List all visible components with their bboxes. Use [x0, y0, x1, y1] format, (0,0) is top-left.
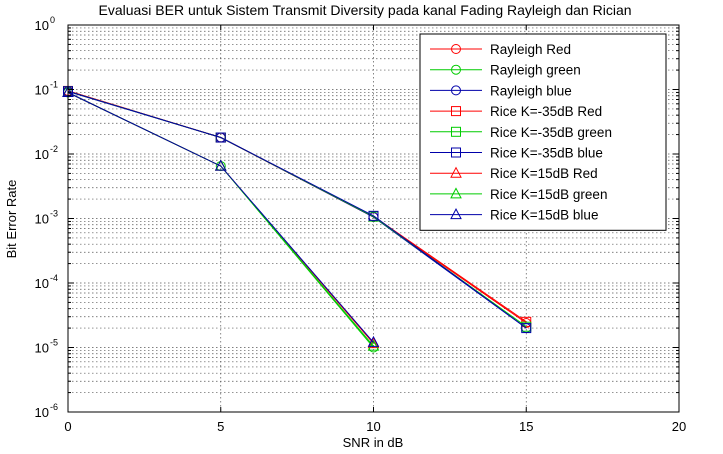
legend-label: Rayleigh blue	[490, 83, 572, 98]
legend-label: Rice K=15dB Red	[490, 166, 598, 181]
y-tick-label: 10 -2	[35, 144, 58, 162]
x-axis-label: SNR in dB	[343, 435, 404, 450]
legend-marker	[450, 166, 462, 178]
series-line	[67, 92, 374, 343]
y-tick-exponent: -2	[50, 144, 58, 154]
legend-marker	[451, 147, 461, 158]
legend-item: Rice K=15dB blue	[430, 208, 598, 223]
legend-item: Rice K=-35dB green	[430, 125, 612, 140]
y-tick-label: 10 -4	[35, 273, 58, 291]
y-tick-label: 10 0	[35, 15, 55, 33]
legend-label: Rice K=-35dB blue	[490, 146, 603, 161]
y-tick-base: 10	[35, 276, 49, 291]
y-tick-base: 10	[35, 147, 49, 162]
legend-item: Rice K=-35dB blue	[430, 146, 603, 161]
x-tick-label: 5	[217, 419, 224, 434]
data-point	[368, 210, 379, 221]
axes	[67, 24, 680, 413]
data-point	[214, 159, 227, 171]
legend-marker	[451, 44, 461, 54]
legend-label: Rayleigh green	[490, 63, 581, 78]
y-tick-exponent: 0	[50, 15, 55, 25]
legend-item: Rayleigh Red	[430, 42, 571, 57]
legend-marker	[450, 187, 462, 199]
y-tick-base: 10	[35, 212, 49, 227]
chart-title: Evaluasi BER untuk Sistem Transmit Diver…	[98, 2, 631, 18]
y-tick-exponent: -1	[50, 80, 58, 90]
y-tick-exponent: -3	[50, 209, 58, 219]
y-tick-base: 10	[35, 18, 49, 33]
legend-label: Rice K=-35dB Red	[490, 104, 602, 119]
legend-marker	[450, 208, 462, 220]
x-tick-label: 0	[64, 419, 71, 434]
legend-item: Rice K=15dB Red	[430, 166, 598, 181]
data-point	[367, 335, 380, 347]
legend-label: Rice K=15dB blue	[490, 208, 598, 223]
data-point	[215, 132, 226, 143]
x-tick-label: 15	[519, 419, 533, 434]
legend: Rayleigh Red Rayleigh green Rayleigh blue R…	[419, 33, 667, 231]
y-tick-label: 10 -3	[35, 209, 58, 227]
y-tick-label: 10 -5	[35, 338, 58, 356]
y-tick-base: 10	[35, 83, 49, 98]
legend-marker	[451, 64, 461, 75]
legend-item: Rayleigh green	[430, 63, 581, 78]
legend-marker	[451, 85, 461, 96]
legend-marker	[451, 106, 461, 117]
y-tick-base: 10	[35, 341, 49, 356]
y-tick-base: 10	[35, 405, 49, 420]
x-tick-label: 10	[366, 419, 380, 434]
y-tick-exponent: -4	[50, 273, 58, 283]
data-point	[521, 323, 532, 334]
legend-item: Rice K=-35dB Red	[430, 104, 602, 119]
y-tick-label: 10 -6	[35, 402, 58, 420]
y-axis-label: Bit Error Rate	[4, 180, 19, 259]
legend-item: Rice K=15dB green	[430, 187, 607, 202]
y-tick-exponent: -6	[50, 402, 58, 412]
legend-label: Rayleigh Red	[490, 42, 571, 57]
x-tick-label: 20	[672, 419, 686, 434]
series-group	[62, 85, 532, 353]
legend-marker	[451, 126, 461, 137]
y-tick-exponent: -5	[50, 338, 58, 348]
series-line	[67, 90, 527, 329]
legend-label: Rice K=15dB green	[490, 187, 607, 202]
y-tick-label: 10 -1	[35, 80, 58, 98]
x-tick-labels: 0 5 10 15 20	[64, 419, 686, 434]
data-point	[367, 339, 380, 351]
legend-item: Rayleigh blue	[430, 83, 572, 98]
legend-label: Rice K=-35dB green	[490, 125, 612, 140]
